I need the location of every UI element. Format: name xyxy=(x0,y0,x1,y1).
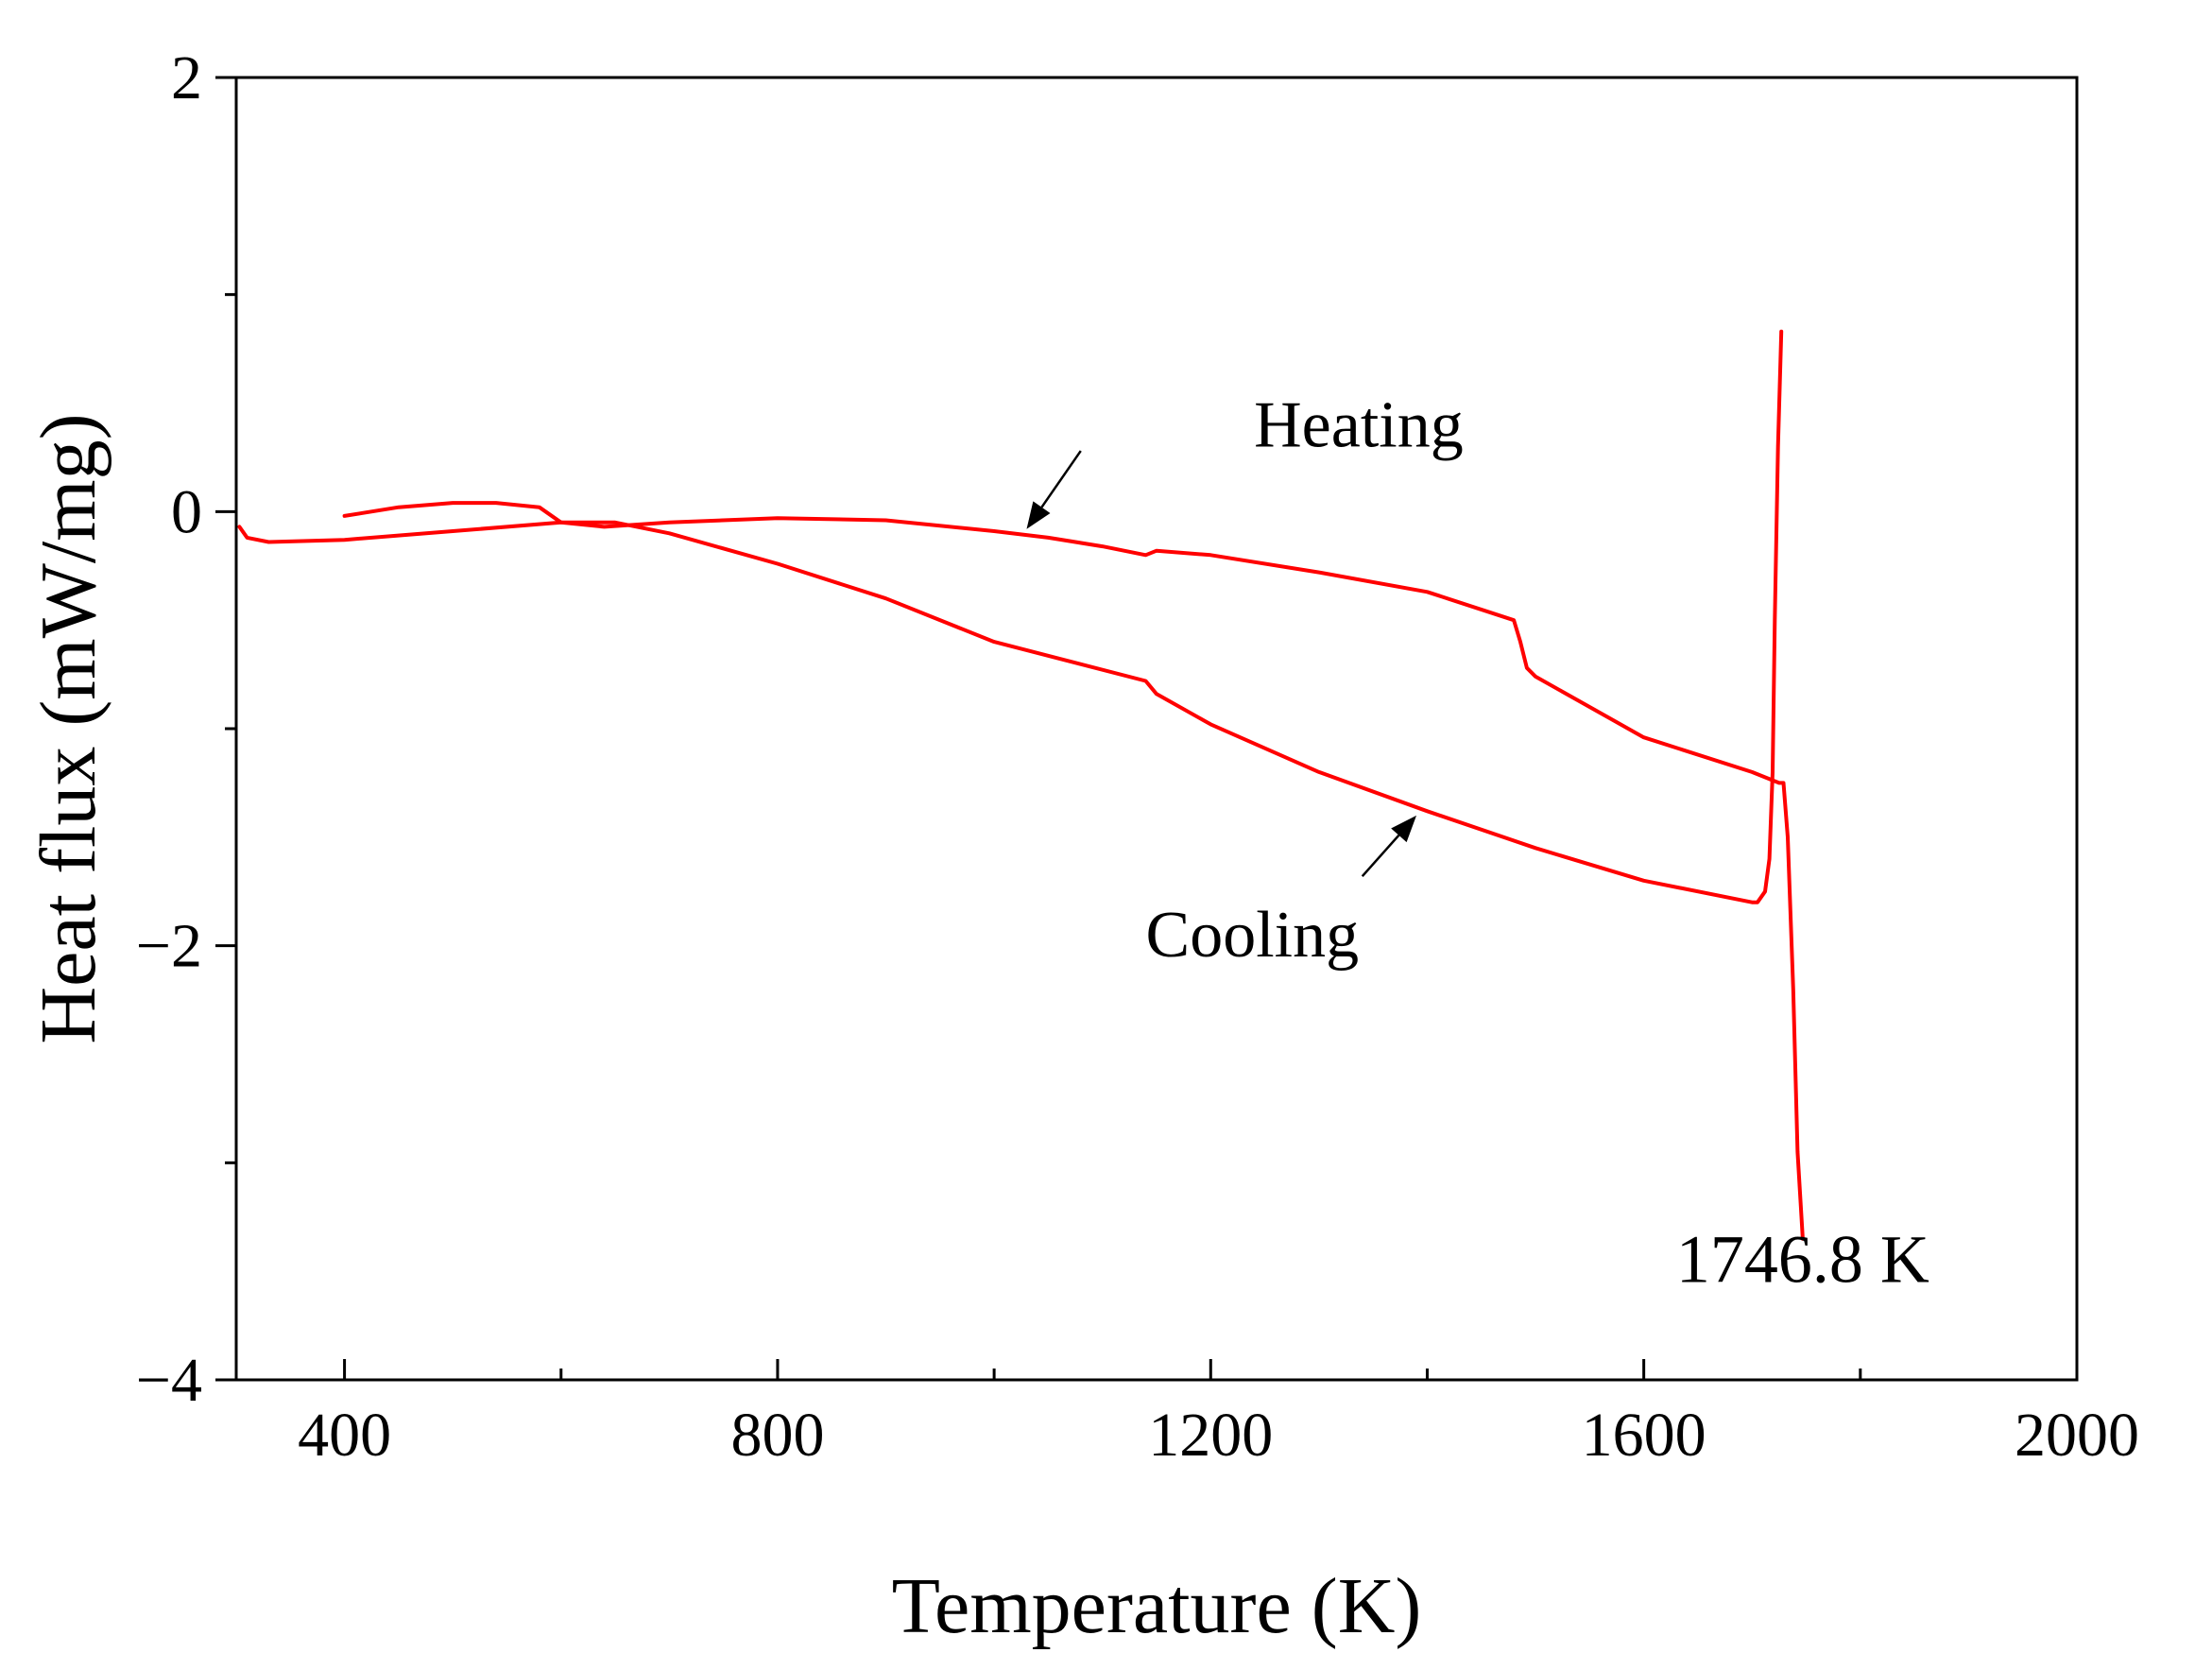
y-tick-label: −4 xyxy=(136,1346,202,1415)
y-tick-label: −2 xyxy=(136,912,202,981)
y-tick-label: 2 xyxy=(171,43,202,112)
peak-temperature-label: 1746.8 K xyxy=(1676,1222,1929,1298)
cooling-annotation: Cooling xyxy=(1146,899,1360,972)
x-tick-label: 1600 xyxy=(1582,1401,1706,1470)
cooling-arrow xyxy=(1361,815,1417,878)
plot-content xyxy=(237,329,1805,1241)
y-tick-label: 0 xyxy=(171,477,202,546)
axis-ticks: 400 800 1200 1600 2000 −4 −2 0 2 xyxy=(136,43,2139,1470)
x-tick-label: 800 xyxy=(730,1401,824,1470)
x-tick-label: 2000 xyxy=(2015,1401,2139,1470)
x-tick-label: 1200 xyxy=(1148,1401,1273,1470)
heating-arrow xyxy=(1026,450,1082,529)
heating-curve xyxy=(342,501,1805,1241)
x-axis-title: Temperature (K) xyxy=(892,1562,1422,1650)
y-axis-title: Heat flux (mW/mg) xyxy=(25,413,112,1043)
x-tick-label: 400 xyxy=(298,1401,391,1470)
heating-annotation: Heating xyxy=(1254,388,1464,461)
cooling-curve xyxy=(237,329,1784,904)
